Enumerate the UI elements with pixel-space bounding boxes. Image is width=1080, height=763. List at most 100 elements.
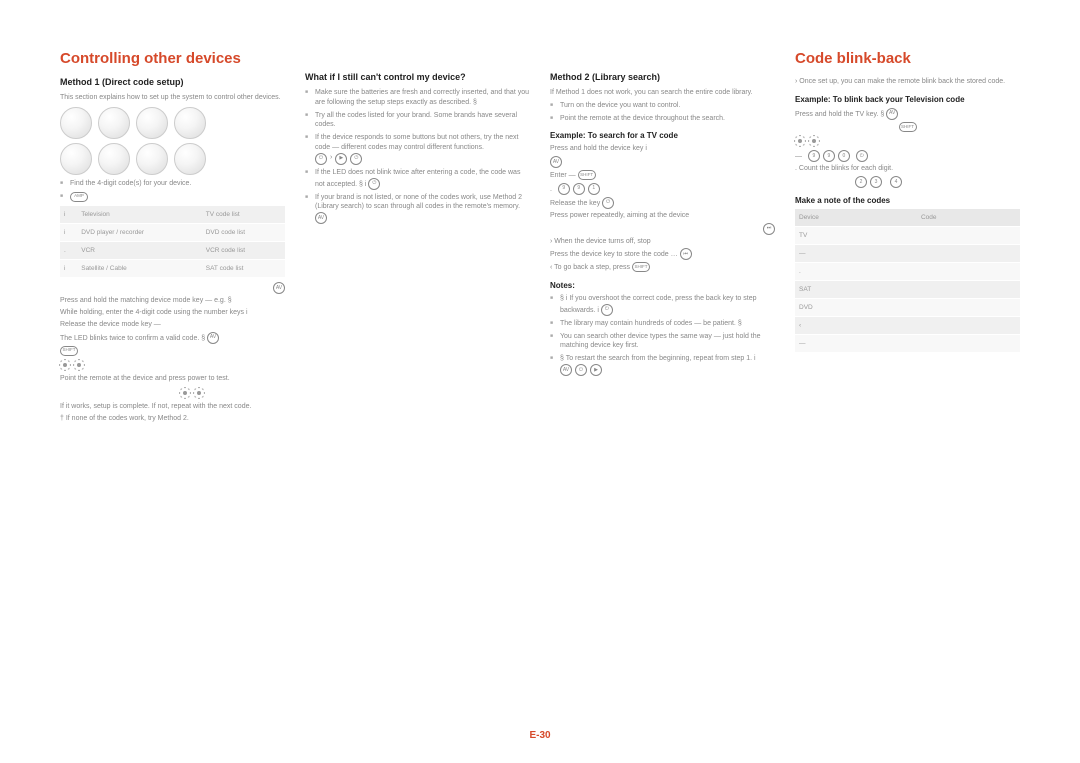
amp-key-icon: AMP xyxy=(70,192,88,202)
example-heading: Example: To search for a TV code xyxy=(550,131,775,140)
table-row: ‹ xyxy=(795,317,1020,335)
page-number: E-30 xyxy=(0,730,1080,741)
step-text: Release the device mode key — xyxy=(60,320,285,330)
digit-9-icon: 9 xyxy=(823,150,835,162)
notes-list: § i If you overshoot the correct code, p… xyxy=(550,294,775,376)
example-heading: Example: To blink back your Television c… xyxy=(795,95,1020,104)
button-circle xyxy=(60,143,92,175)
column-1: Controlling other devices Method 1 (Dire… xyxy=(60,50,285,426)
step-text: † If none of the codes work, try Method … xyxy=(60,414,285,424)
table-row: SAT xyxy=(795,281,1020,299)
button-circle xyxy=(60,107,92,139)
step-text: › When the device turns off, stop xyxy=(550,237,775,247)
table-row: iTelevisionTV code list xyxy=(60,206,285,224)
step-text: SHIFT xyxy=(60,346,285,357)
step-text: ‹ To go back a step, press SHIFT xyxy=(550,262,775,273)
button-circle xyxy=(174,107,206,139)
table-row: — xyxy=(795,245,1020,263)
list-item: Find the 4-digit code(s) for your device… xyxy=(60,179,285,189)
step-text: ⏭ xyxy=(550,223,775,235)
list-item: Point the remote at the device throughou… xyxy=(550,114,775,124)
step-text: Enter — SHIFT xyxy=(550,170,775,181)
list-item: Try all the codes listed for your brand.… xyxy=(305,111,530,131)
digit-4-icon: 4 xyxy=(890,176,902,188)
method2-heading: Method 2 (Library search) xyxy=(550,72,775,82)
step-text: — 9 9 0 ⏻ xyxy=(795,150,1020,162)
intro-text: This section explains how to set up the … xyxy=(60,93,285,103)
list-item: § i If you overshoot the correct code, p… xyxy=(550,294,775,316)
prev-icon: ⏮ xyxy=(680,248,692,260)
table-row: TV xyxy=(795,227,1020,245)
list-item: The library may contain hundreds of code… xyxy=(550,319,775,329)
column-4: Code blink-back › Once set up, you can m… xyxy=(795,50,1020,426)
device-code-table: iTelevisionTV code list iDVD player / re… xyxy=(60,206,285,278)
list-item: Turn on the device you want to control. xyxy=(550,101,775,111)
step-text: . Count the blinks for each digit. xyxy=(795,164,1020,174)
button-circle xyxy=(136,143,168,175)
table-row: . xyxy=(795,263,1020,281)
troubleshoot-list: Make sure the batteries are fresh and co… xyxy=(305,88,530,224)
led-blink-diagram xyxy=(60,360,285,370)
code-record-table: DeviceCode TV — . SAT DVD ‹ — xyxy=(795,209,1020,353)
av-key-icon: AV xyxy=(886,108,898,120)
digit-3-icon: 3 xyxy=(870,176,882,188)
av-key-icon: AV xyxy=(315,212,327,224)
table-row: — xyxy=(795,335,1020,353)
digit-9-icon: 9 xyxy=(558,183,570,195)
digit-2-icon: 2 xyxy=(855,176,867,188)
led-blink-diagram xyxy=(795,136,1020,146)
next-icon: ⏭ xyxy=(763,223,775,235)
list-item: § To restart the search from the beginni… xyxy=(550,354,775,376)
shift-key-icon: SHIFT xyxy=(632,262,650,272)
step-text: . 9 9 1 xyxy=(550,183,775,195)
step-text: Press power repeatedly, aiming at the de… xyxy=(550,211,775,221)
list-item: If the LED does not blink twice after en… xyxy=(305,168,530,190)
list-item: AMP xyxy=(60,192,285,203)
list-item: Make sure the batteries are fresh and co… xyxy=(305,88,530,108)
power-icon: ⏻ xyxy=(601,304,613,316)
intro-text: › Once set up, you can make the remote b… xyxy=(795,77,1020,87)
led-blink-diagram xyxy=(180,388,285,398)
table-row: iDVD player / recorderDVD code list xyxy=(60,224,285,242)
shift-key-icon: SHIFT xyxy=(899,122,917,132)
step-text: The LED blinks twice to confirm a valid … xyxy=(60,332,285,344)
step-text: Point the remote at the device and press… xyxy=(60,374,285,384)
av-key-icon: AV xyxy=(207,332,219,344)
section-title: Controlling other devices xyxy=(60,50,285,67)
step-text: Press and hold the matching device mode … xyxy=(60,296,285,306)
step-text: While holding, enter the 4-digit code us… xyxy=(60,308,285,318)
digit-9-icon: 9 xyxy=(808,150,820,162)
power-icon: ⏻ xyxy=(602,197,614,209)
section-title: Code blink-back xyxy=(795,50,1020,67)
digit-1-icon: 1 xyxy=(588,183,600,195)
step-text: Press and hold the TV key. § AV xyxy=(795,108,1020,120)
step-text: AV xyxy=(550,156,775,168)
table-row: DVD xyxy=(795,299,1020,317)
digit-0-icon: 0 xyxy=(838,150,850,162)
play-icon: ▶ xyxy=(335,153,347,165)
make-note-heading: Make a note of the codes xyxy=(795,196,1020,205)
shift-key-icon: SHIFT xyxy=(60,346,78,356)
remote-buttons-diagram xyxy=(60,107,285,175)
column-3: Method 2 (Library search) If Method 1 do… xyxy=(550,50,775,426)
step-text: If it works, setup is complete. If not, … xyxy=(60,402,285,412)
list-item: If your brand is not listed, or none of … xyxy=(305,193,530,225)
intro-text: If Method 1 does not work, you can searc… xyxy=(550,88,775,98)
step-text: Press the device key to store the code …… xyxy=(550,248,775,260)
button-circle xyxy=(98,143,130,175)
step-text: SHIFT xyxy=(795,122,1020,133)
power-icon: ⏻ xyxy=(315,153,327,165)
power-icon: ⏻ xyxy=(368,178,380,190)
digit-9-icon: 9 xyxy=(573,183,585,195)
method1-heading: Method 1 (Direct code setup) xyxy=(60,77,285,87)
play-icon: ▶ xyxy=(590,364,602,376)
notes-heading: Notes: xyxy=(550,281,775,290)
list-item: If the device responds to some buttons b… xyxy=(305,133,530,165)
power-icon: ⏻ xyxy=(856,150,868,162)
table-row: iSatellite / CableSAT code list xyxy=(60,260,285,278)
av-key-icon: AV xyxy=(560,364,572,376)
step-text: 2 3 4 xyxy=(795,176,1020,188)
button-circle xyxy=(174,143,206,175)
table-header-row: DeviceCode xyxy=(795,209,1020,227)
troubleshoot-heading: What if I still can't control my device? xyxy=(305,72,530,82)
